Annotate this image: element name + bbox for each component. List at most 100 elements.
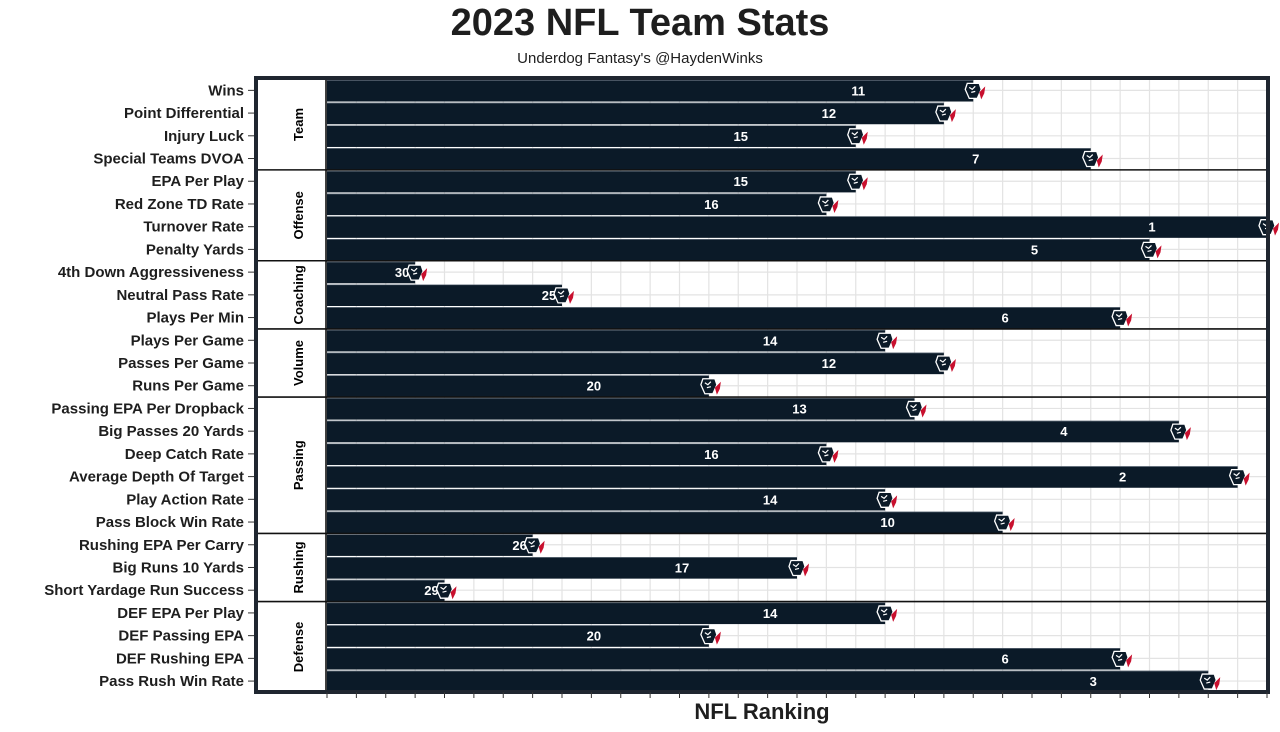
logo-horn bbox=[1155, 245, 1162, 259]
texans-logo-icon bbox=[553, 287, 574, 304]
bar bbox=[327, 170, 856, 193]
logo-horn bbox=[979, 86, 986, 100]
bar bbox=[327, 420, 1179, 443]
bar-value-label: 20 bbox=[587, 379, 601, 394]
logo-shield bbox=[406, 264, 424, 281]
logo-star-detail bbox=[1203, 676, 1211, 684]
row-label: Runs Per Game bbox=[132, 378, 244, 395]
texans-logo-icon bbox=[1140, 241, 1162, 259]
bar-value-label: 13 bbox=[792, 401, 806, 416]
texans-logo-icon bbox=[1199, 673, 1221, 691]
row-label: DEF EPA Per Play bbox=[117, 605, 244, 622]
bar-value-label: 14 bbox=[763, 606, 778, 621]
bar bbox=[327, 443, 827, 466]
logo-shield bbox=[876, 491, 894, 508]
logo-shield bbox=[1140, 241, 1159, 259]
row-label: 4th Down Aggressiveness bbox=[58, 264, 244, 281]
row-label: Penalty Yards bbox=[146, 241, 244, 258]
logo-horn bbox=[450, 586, 457, 600]
bar-value-label: 15 bbox=[734, 174, 748, 189]
logo-shield bbox=[788, 559, 806, 577]
logo-horn bbox=[1126, 313, 1133, 327]
bar-value-label: 16 bbox=[704, 447, 718, 462]
logo-shield bbox=[700, 627, 718, 645]
bar bbox=[327, 102, 944, 125]
bar bbox=[327, 329, 886, 352]
bar-value-label: 25 bbox=[542, 288, 556, 303]
bar-value-label: 20 bbox=[587, 629, 601, 644]
logo-horn bbox=[714, 631, 721, 645]
texans-logo-icon bbox=[1170, 423, 1191, 441]
logo-shield bbox=[993, 514, 1012, 531]
row-label: DEF Passing EPA bbox=[118, 628, 244, 645]
row-label: Wins bbox=[208, 82, 244, 99]
texans-logo-icon bbox=[876, 332, 898, 350]
logo-shield bbox=[935, 355, 953, 372]
bar bbox=[327, 398, 915, 420]
facet-strip-label: Volume bbox=[291, 340, 306, 386]
bar-value-label: 4 bbox=[1060, 424, 1068, 439]
logo-star-detail bbox=[704, 381, 712, 389]
logo-shield bbox=[847, 128, 865, 145]
bar-value-label: 14 bbox=[763, 492, 778, 507]
logo-horn bbox=[861, 177, 868, 191]
bar bbox=[327, 534, 533, 556]
row-label-layer: Wins Point Differential Injury Luck Special… bbox=[44, 82, 256, 690]
logo-star-detail bbox=[939, 358, 947, 366]
logo-horn bbox=[1096, 154, 1103, 168]
bar bbox=[327, 488, 886, 511]
texans-logo-icon bbox=[788, 559, 809, 577]
logo-star-detail bbox=[528, 540, 536, 548]
logo-star-detail bbox=[1115, 653, 1123, 661]
texans-logo-icon bbox=[1111, 650, 1133, 668]
row-label: Special Teams DVOA bbox=[93, 151, 244, 168]
logo-horn bbox=[949, 109, 956, 123]
logo-horn bbox=[714, 381, 721, 395]
logo-horn bbox=[1243, 472, 1250, 486]
row-label: Deep Catch Rate bbox=[125, 446, 244, 463]
facet-strip-label: Defense bbox=[291, 622, 306, 673]
bar bbox=[327, 307, 1121, 329]
logo-horn bbox=[421, 268, 428, 282]
row-label: Passes Per Game bbox=[118, 355, 244, 372]
facet-strip-label: Rushing bbox=[291, 541, 306, 593]
bar bbox=[327, 557, 797, 579]
logo-shield bbox=[1082, 150, 1100, 168]
texans-logo-icon bbox=[817, 446, 839, 463]
logo-horn bbox=[1126, 654, 1133, 668]
logo-star-detail bbox=[1145, 244, 1152, 252]
row-label: Play Action Rate bbox=[126, 491, 244, 508]
row-label: Short Yardage Run Success bbox=[44, 582, 244, 599]
logo-shield bbox=[876, 605, 894, 622]
bar bbox=[327, 148, 1091, 170]
logo-shield bbox=[876, 332, 894, 349]
logo-star-detail bbox=[851, 176, 859, 184]
bar-value-label: 6 bbox=[1002, 311, 1009, 326]
logo-horn bbox=[1008, 518, 1015, 532]
logo-shield bbox=[553, 287, 571, 304]
bar-value-label: 15 bbox=[734, 129, 748, 144]
bar bbox=[327, 602, 886, 625]
texans-logo-icon bbox=[523, 537, 545, 554]
bar-value-label: 5 bbox=[1031, 242, 1038, 257]
bar-value-label: 17 bbox=[675, 560, 689, 575]
bar-value-label: 11 bbox=[851, 83, 865, 98]
facet-strip-layer: Team Offense Coaching Volume Passing Rushing D… bbox=[256, 78, 326, 692]
logo-star-detail bbox=[851, 131, 859, 139]
bar bbox=[327, 80, 974, 102]
logo-shield bbox=[1111, 650, 1129, 668]
logo-shield bbox=[435, 582, 454, 599]
chart-title: 2023 NFL Team Stats bbox=[450, 2, 830, 44]
logo-horn bbox=[1184, 427, 1191, 441]
texans-logo-icon bbox=[700, 627, 721, 645]
texans-logo-icon bbox=[935, 355, 956, 372]
bar bbox=[327, 125, 856, 147]
bar bbox=[327, 579, 445, 602]
bar-value-label: 30 bbox=[395, 265, 409, 280]
logo-horn bbox=[891, 608, 898, 622]
logo-shield bbox=[817, 446, 836, 463]
logo-star-detail bbox=[1115, 313, 1123, 321]
bar-layer: 1112157151615302561412201341621410261729… bbox=[327, 80, 1279, 693]
texans-logo-icon bbox=[435, 582, 457, 600]
logo-star-detail bbox=[792, 563, 800, 571]
